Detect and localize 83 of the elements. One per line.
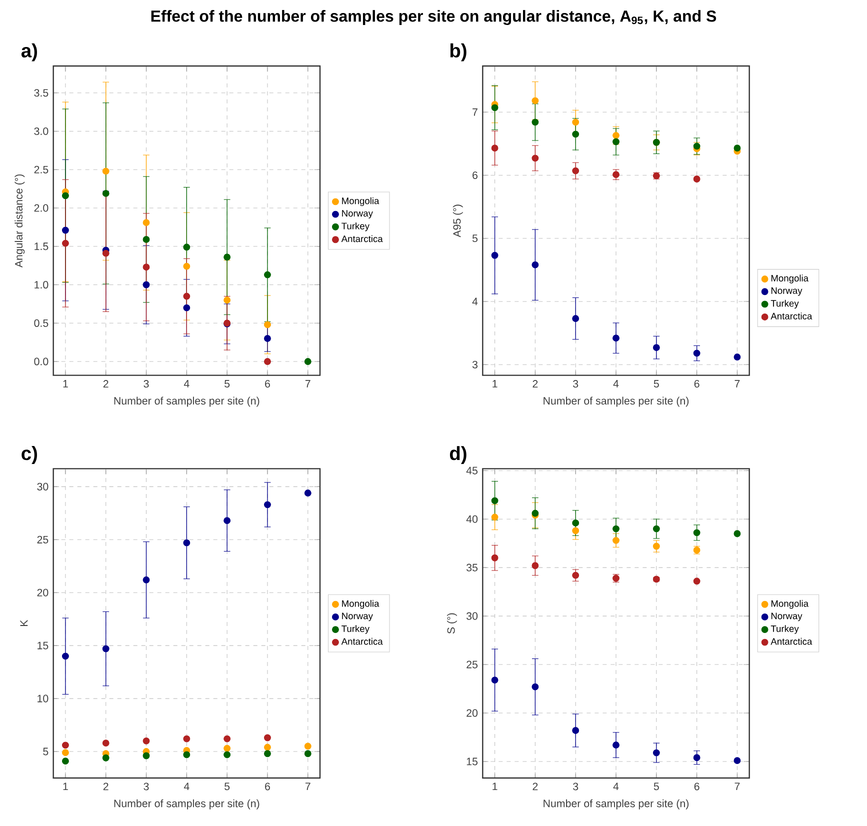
y-tick-label: 3.0 — [34, 127, 48, 136]
y-tick-label: 10 — [38, 694, 48, 702]
x-tick-label: 1 — [63, 782, 68, 790]
y-axis-title: K — [20, 620, 28, 626]
y-tick-label: 0.0 — [34, 358, 48, 366]
x-tick-label: 4 — [613, 380, 619, 388]
y-axis-title: A95 (°) — [452, 204, 463, 238]
x-axis-title: Number of samples per site (n) — [114, 396, 260, 407]
y-tick-label: 30 — [37, 482, 48, 490]
legend-label: Mongolia — [342, 600, 380, 609]
x-axis-title: Number of samples per site (n) — [544, 396, 689, 407]
x-tick-label: 1 — [492, 782, 498, 790]
y-tick-label: 2.5 — [34, 166, 48, 174]
x-tick-label: 4 — [184, 782, 190, 790]
x-tick-label: 7 — [305, 782, 310, 790]
y-tick-label: 6 — [472, 171, 478, 179]
x-tick-label: 4 — [613, 782, 619, 790]
x-tick-label: 6 — [265, 782, 270, 790]
x-tick-label: 6 — [265, 380, 270, 388]
y-tick-label: 15 — [38, 642, 48, 650]
x-tick-label: 7 — [305, 380, 310, 388]
y-tick-label: 1.0 — [34, 280, 48, 289]
y-tick-label: 5 — [472, 234, 478, 242]
x-tick-label: 2 — [103, 380, 108, 388]
x-tick-label: 2 — [103, 782, 108, 790]
x-tick-label: 5 — [654, 380, 659, 388]
y-axis-title: Angular distance (°) — [14, 174, 25, 268]
text: c) — [22, 446, 37, 464]
y-tick-label: 1.5 — [34, 242, 48, 250]
y-tick-label: 3.5 — [34, 89, 48, 97]
legend-label: Antarctica — [770, 312, 812, 320]
x-tick-label: 5 — [224, 782, 230, 790]
legend-label: Norway — [771, 287, 802, 296]
y-tick-label: 20 — [37, 588, 48, 596]
y-tick-label: 25 — [37, 536, 48, 544]
legend-label: Mongolia — [342, 197, 380, 206]
legend-label: Turkey — [342, 625, 370, 634]
legend-label: Norway — [771, 612, 802, 622]
x-tick-label: 2 — [532, 782, 538, 790]
x-tick-label: 3 — [144, 782, 149, 790]
legend-label: Mongolia — [771, 600, 809, 609]
legend-label: Turkey — [770, 625, 799, 634]
text: Effect of the number of samples per site on angular distance, A$_{95}$, K, and S — [151, 10, 716, 26]
legend-label: Turkey — [342, 222, 370, 232]
y-tick-label: 15 — [466, 758, 478, 766]
legend-label: Norway — [342, 210, 373, 218]
x-tick-label: 4 — [184, 380, 190, 388]
text: d) — [450, 446, 466, 464]
y-tick-label: 5 — [43, 748, 48, 756]
y-tick-label: 45 — [466, 466, 478, 474]
y-tick-label: 3 — [472, 360, 478, 368]
y-tick-label: 7 — [472, 108, 478, 116]
x-tick-label: 6 — [694, 782, 700, 790]
y-tick-label: 20 — [466, 709, 478, 717]
x-tick-label: 5 — [224, 380, 230, 388]
y-tick-label: 30 — [466, 612, 478, 620]
x-tick-label: 5 — [654, 782, 659, 790]
legend-label: Turkey — [770, 300, 799, 309]
x-tick-label: 3 — [144, 380, 149, 388]
y-tick-label: 0.5 — [34, 319, 48, 327]
x-tick-label: 6 — [694, 380, 700, 388]
legend-label: Norway — [342, 612, 373, 622]
x-tick-label: 3 — [573, 380, 578, 388]
x-tick-label: 7 — [734, 782, 740, 790]
x-axis-title: Number of samples per site (n) — [114, 799, 260, 810]
x-tick-label: 1 — [63, 380, 68, 388]
legend-label: Mongolia — [771, 274, 809, 284]
text: a) — [21, 43, 37, 62]
text: b) — [450, 43, 466, 62]
x-tick-label: 1 — [492, 380, 498, 388]
x-tick-label: 3 — [573, 782, 578, 790]
legend-label: Antarctica — [770, 638, 812, 645]
y-axis-title: S (°) — [447, 613, 457, 634]
y-tick-label: 25 — [466, 660, 478, 668]
y-tick-label: 40 — [466, 515, 478, 523]
legend-label: Antarctica — [341, 235, 383, 242]
x-tick-label: 7 — [734, 380, 740, 388]
y-tick-label: 35 — [466, 564, 478, 572]
legend-label: Antarctica — [341, 638, 383, 645]
x-tick-label: 2 — [532, 380, 538, 388]
x-axis-title: Number of samples per site (n) — [544, 799, 689, 810]
y-tick-label: 2.0 — [34, 204, 48, 212]
y-tick-label: 4 — [472, 298, 478, 306]
